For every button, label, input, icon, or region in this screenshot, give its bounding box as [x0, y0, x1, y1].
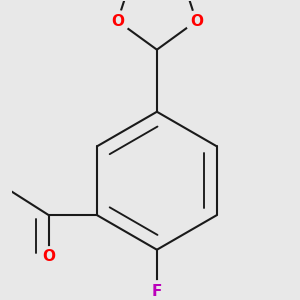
Text: O: O: [111, 14, 124, 28]
Text: O: O: [190, 14, 203, 28]
Text: F: F: [152, 284, 162, 298]
Text: O: O: [42, 249, 56, 264]
